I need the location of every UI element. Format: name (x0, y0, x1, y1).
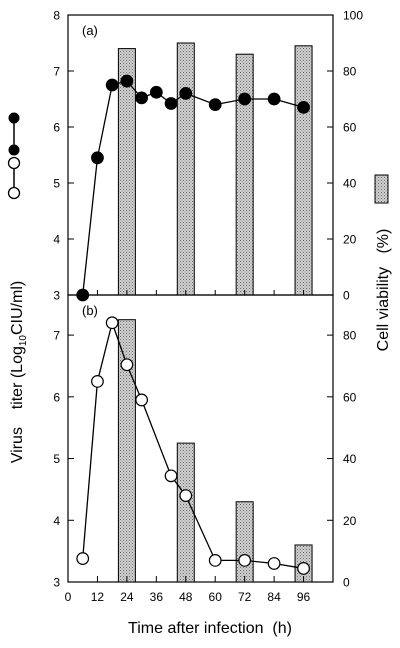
panel-a-titer-point-30 (135, 91, 149, 105)
panel-b-bar-72 (235, 501, 254, 583)
panel-b-titer-point-48 (179, 489, 193, 502)
right-y-axis-label: Cell viability (%) (375, 229, 392, 352)
panel-b-titer-point-30 (135, 393, 149, 407)
legend (7, 112, 389, 204)
panel-b-right-tick-label-60: 60 (343, 390, 357, 404)
panel-b-right-tick-label-80: 80 (343, 329, 357, 343)
panel-b-left-tick-label-7: 7 (53, 329, 60, 343)
legend-filled-circle-bottom (8, 144, 20, 156)
x-tick-label-36: 36 (150, 590, 164, 604)
panel-a-titer-point-48 (179, 86, 193, 100)
panel-a-bar-96 (294, 45, 313, 296)
panel-a-right-tick-label-100: 100 (343, 9, 363, 23)
left-ylabel-unit-sub: 10 (18, 335, 29, 347)
panel-a-label: (a) (82, 23, 98, 38)
panel-b-titer-point-96 (297, 562, 310, 575)
x-axis-ticks: 0 12 24 36 48 60 72 84 96 (65, 576, 311, 604)
panel-a-right-tick-label-0: 0 (343, 289, 350, 303)
panel-a-titer-point-18 (105, 78, 119, 92)
panel-b-left-tick-label-5: 5 (53, 452, 60, 466)
panel-b-titer-point-72 (238, 553, 252, 567)
panel-b-right-tick-label-0: 0 (343, 576, 350, 590)
panel-b-titer-point-42 (164, 469, 178, 483)
panel-b-titer-point-12 (91, 375, 104, 388)
x-tick-label-84: 84 (267, 590, 281, 604)
x-tick-label-60: 60 (209, 590, 223, 604)
panel-b-right-tick-label-20: 20 (343, 514, 357, 528)
panel-a-bar-48 (176, 42, 195, 296)
panel-b-left-tick-label-4: 4 (53, 514, 60, 528)
panel-b-label: (b) (82, 303, 98, 318)
x-tick-label-12: 12 (91, 590, 105, 604)
panel-b-titer-point-60 (208, 553, 222, 567)
panel-b-left-tick-label-3: 3 (53, 576, 60, 590)
panel-a-right-tick-label-40: 40 (343, 177, 357, 191)
panel-a-left-tick-label-3: 3 (53, 289, 60, 303)
panel-a-titer-point-72 (238, 92, 252, 106)
left-ylabel-unit-pre: (Log (9, 346, 26, 378)
panel-a-titer-point-84 (267, 92, 281, 106)
legend-filled-circle-top (8, 112, 20, 124)
panel-a-frame (67, 14, 334, 296)
panel-b-right-tick-label-40: 40 (343, 452, 357, 466)
panel-a-right-tick-label-80: 80 (343, 65, 357, 79)
panel-a-titer-point-24 (120, 74, 134, 88)
panel-a-left-tick-label-4: 4 (53, 233, 60, 247)
panel-a-right-tick-label-60: 60 (343, 121, 357, 135)
x-tick-label-96: 96 (297, 590, 311, 604)
panel-a-titer-point-36 (149, 85, 163, 99)
legend-open-circle-bottom (7, 186, 21, 200)
panel-b-frame (67, 294, 334, 583)
panel-b-left-tick-label-6: 6 (53, 390, 60, 404)
panel-a-left-tick-label-7: 7 (53, 65, 60, 79)
left-ylabel-unit-post: CIU/ml) (9, 281, 26, 335)
panel-b-titer-point-18 (105, 316, 119, 330)
x-tick-label-24: 24 (120, 590, 134, 604)
panel-a-bar-72 (235, 53, 254, 296)
panel-b-bar-48 (176, 442, 195, 583)
legend-open-circle-series (7, 156, 21, 200)
panel-a-titer-point-12 (91, 151, 104, 165)
left-ylabel-main: Virus titer (9, 382, 26, 463)
legend-open-circle-top (7, 156, 21, 170)
panel-a-left-tick-label-6: 6 (53, 121, 60, 135)
panel-b: 3 4 5 6 7 0 20 40 60 80 (b) (53, 294, 357, 590)
panel-a-left-tick-label-5: 5 (53, 177, 60, 191)
legend-filled-circle-series (8, 112, 20, 156)
panel-b-titer-point-6 (76, 552, 90, 565)
x-axis-label: Time after infection (h) (128, 620, 292, 637)
x-tick-label-0: 0 (65, 590, 72, 604)
panel-a-titer-point-60 (208, 98, 222, 111)
x-tick-label-72: 72 (238, 590, 252, 604)
panel-b-titer-point-84 (267, 557, 281, 570)
left-y-axis-label: Virus titer (Log10CIU/ml) (9, 281, 29, 463)
panel-a-titer-point-42 (164, 97, 178, 110)
panel-a-titer-point-96 (297, 100, 310, 114)
panel-a-left-tick-label-8: 8 (53, 9, 60, 23)
legend-bar-swatch (374, 174, 389, 204)
x-tick-label-48: 48 (179, 590, 193, 604)
panel-b-titer-point-24 (120, 358, 134, 372)
panel-a-right-tick-label-20: 20 (343, 233, 357, 247)
